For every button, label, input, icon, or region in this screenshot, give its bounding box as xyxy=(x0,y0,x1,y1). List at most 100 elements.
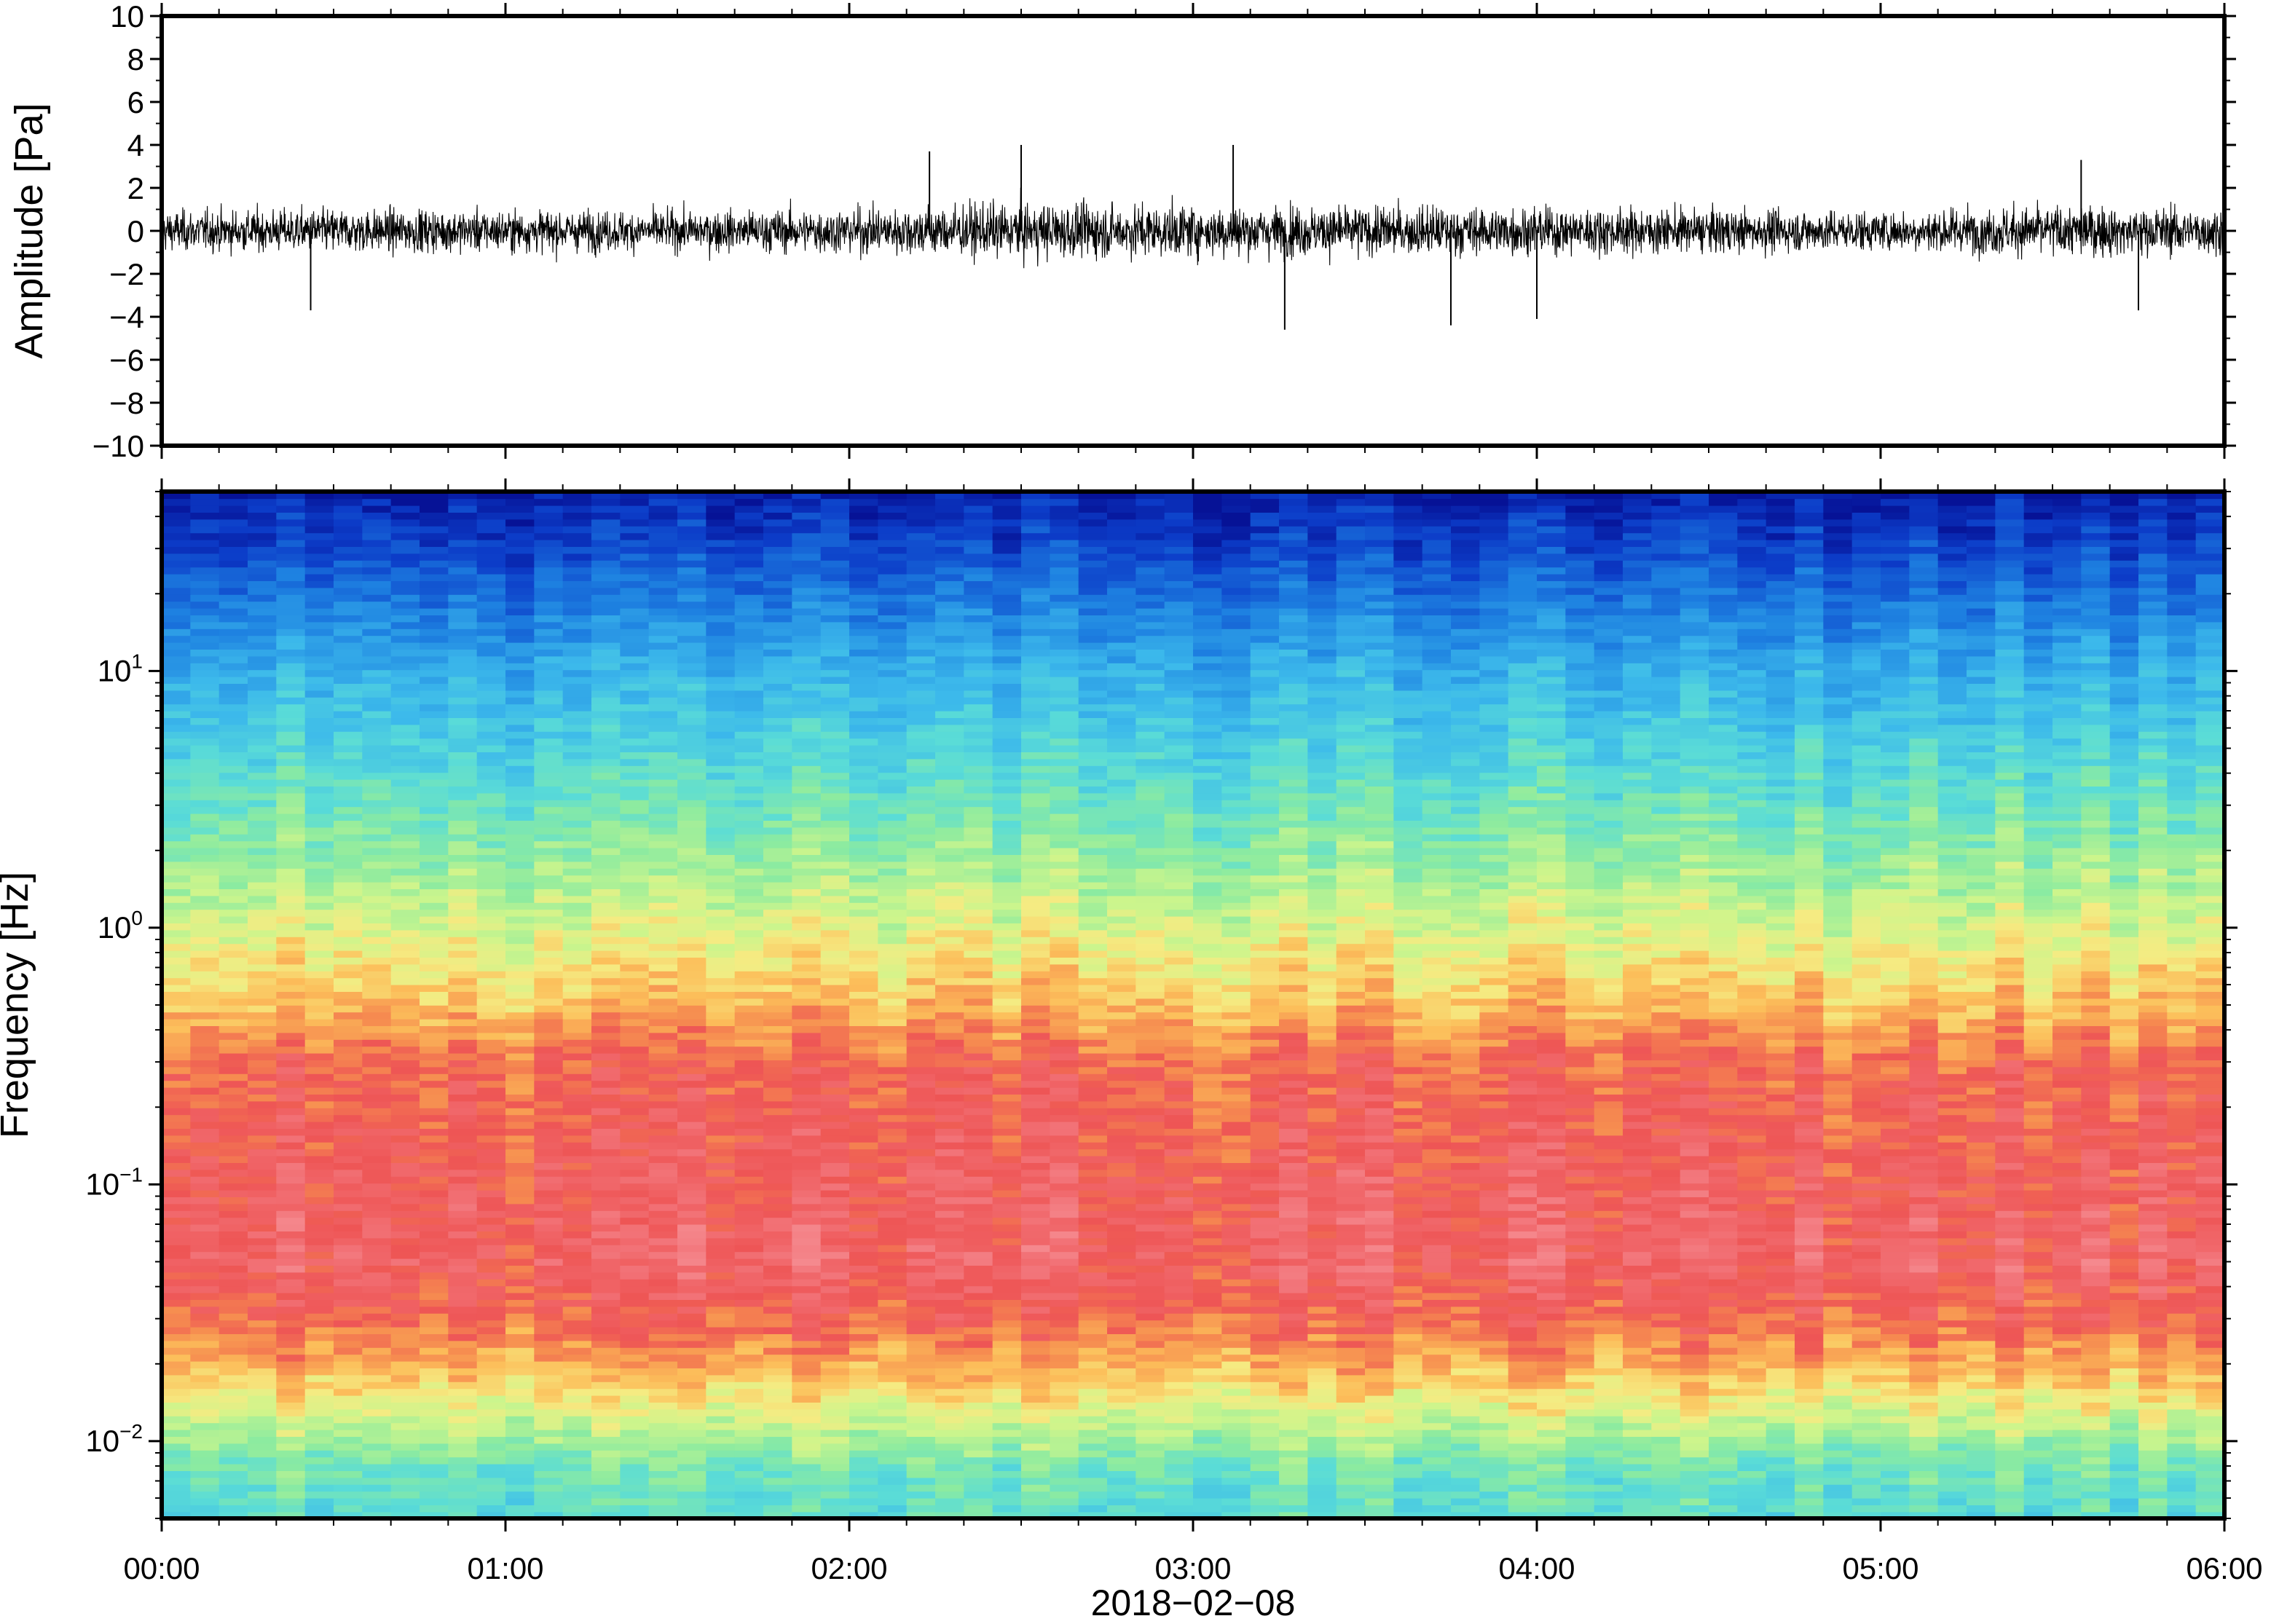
spectrogram-cell xyxy=(1508,1333,1538,1341)
spectrogram-cell xyxy=(792,1477,822,1485)
spectrogram-cell xyxy=(162,1402,192,1410)
spectrogram-cell xyxy=(620,1381,650,1390)
spectrogram-cell xyxy=(1250,1422,1280,1430)
spectrogram-cell xyxy=(1737,1073,1767,1081)
spectrogram-cell xyxy=(1881,1073,1910,1081)
spectrogram-cell xyxy=(1307,1189,1337,1197)
spectrogram-cell xyxy=(162,1223,192,1231)
spectrogram-cell xyxy=(849,1436,879,1444)
spectrogram-cell xyxy=(276,1148,306,1156)
spectrogram-cell xyxy=(534,1066,564,1074)
spectrogram-cell xyxy=(2109,1231,2139,1239)
spectrogram-cell xyxy=(2023,1333,2053,1341)
spectrogram-cell xyxy=(248,1360,278,1368)
spectrogram-cell xyxy=(1651,1422,1681,1430)
spectrogram-cell xyxy=(1078,1121,1108,1129)
spectrogram-cell xyxy=(1050,1491,1079,1499)
spectrogram-cell xyxy=(276,1265,306,1273)
spectrogram-cell xyxy=(1737,1087,1767,1095)
spectrogram-cell xyxy=(1393,1313,1423,1321)
spectrogram-cell xyxy=(2052,1354,2082,1362)
spectrogram-cell xyxy=(2081,1080,2111,1088)
spectrogram-cell xyxy=(1365,1354,1395,1362)
spectrogram-cell xyxy=(1221,1189,1251,1197)
spectrogram-cell xyxy=(276,1497,306,1505)
spectrogram-cell xyxy=(1479,1279,1509,1287)
spectrogram-cell xyxy=(1193,1258,1223,1266)
spectrogram-cell xyxy=(992,1135,1022,1143)
spectrogram-cell xyxy=(1565,1245,1595,1253)
spectrogram-cell xyxy=(1795,1251,1825,1259)
spectrogram-cell xyxy=(390,1052,420,1060)
spectrogram-cell xyxy=(2081,1408,2111,1416)
spectrogram-cell xyxy=(1164,1354,1194,1362)
spectrogram-cell xyxy=(448,1265,478,1273)
spectrogram-cell xyxy=(1279,1429,1309,1437)
spectrogram-cell xyxy=(1709,1511,1739,1518)
spectrogram-cell xyxy=(1336,1210,1366,1218)
spectrogram-cell xyxy=(906,1080,936,1088)
spectrogram-cell xyxy=(1078,1381,1108,1390)
spectrogram-cell xyxy=(2167,1470,2197,1478)
spectrogram-cell xyxy=(763,1292,793,1300)
spectrogram-cell xyxy=(190,1142,220,1150)
spectrogram-cell xyxy=(1221,1142,1251,1150)
spectrogram-cell xyxy=(1021,1121,1051,1129)
spectrogram-cell xyxy=(276,1340,306,1348)
spectrogram-cell xyxy=(1078,1416,1108,1424)
spectrogram-cell xyxy=(2138,1360,2168,1368)
spectrogram-cell xyxy=(2023,1340,2053,1348)
spectrogram-cell xyxy=(1851,1395,1881,1403)
spectrogram-cell xyxy=(334,1121,363,1129)
spectrogram-cell xyxy=(1193,1313,1223,1321)
spectrogram-cell xyxy=(1823,1169,1853,1177)
spectrogram-cell xyxy=(992,1203,1022,1211)
spectrogram-cell xyxy=(1795,1285,1825,1293)
spectrogram-cell xyxy=(792,1108,822,1116)
spectrogram-cell xyxy=(1823,1360,1853,1368)
spectrogram-cell xyxy=(420,1052,449,1060)
spectrogram-cell xyxy=(1565,1148,1595,1156)
spectrogram-cell xyxy=(792,1299,822,1307)
spectrogram-cell xyxy=(1565,1128,1595,1136)
spectrogram-cell xyxy=(1365,1395,1395,1403)
spectrogram-cell xyxy=(763,1477,793,1485)
spectrogram-cell xyxy=(878,1395,908,1403)
spectrogram-cell xyxy=(677,1470,707,1478)
spectrogram-cell xyxy=(1307,1491,1337,1499)
spectrogram-cell xyxy=(448,1121,478,1129)
spectrogram-cell xyxy=(1164,1299,1194,1307)
spectrogram-cell xyxy=(1823,1402,1853,1410)
spectrogram-cell xyxy=(1937,1354,1967,1362)
spectrogram-cell xyxy=(219,1320,248,1328)
spectrogram-cell xyxy=(1623,1320,1653,1328)
spectrogram-cell xyxy=(792,1279,822,1287)
spectrogram-cell xyxy=(190,1108,220,1116)
spectrogram-cell xyxy=(820,1094,850,1102)
spectrogram-cell xyxy=(1107,1368,1137,1376)
spectrogram-cell xyxy=(190,1299,220,1307)
spectrogram-cell xyxy=(248,1189,278,1197)
spectrogram-cell xyxy=(1680,1491,1709,1499)
spectrogram-cell xyxy=(1164,1087,1194,1095)
spectrogram-cell xyxy=(2195,1340,2224,1348)
spectrogram-cell xyxy=(248,1223,278,1231)
spectrogram-cell xyxy=(1193,1162,1223,1170)
spectrogram-cell xyxy=(2167,1340,2197,1348)
spectrogram-cell xyxy=(2023,1422,2053,1430)
spectrogram-cell xyxy=(2138,1155,2168,1163)
spectrogram-cell xyxy=(390,1497,420,1505)
spectrogram-cell xyxy=(1709,1408,1739,1416)
spectrogram-cell xyxy=(1651,1094,1681,1102)
spectrogram-cell xyxy=(1651,1484,1681,1492)
spectrogram-cell xyxy=(1565,1477,1595,1485)
spectrogram-cell xyxy=(534,1128,564,1136)
spectrogram-cell xyxy=(1737,1443,1767,1451)
spectrogram-cell xyxy=(1680,1100,1709,1108)
spectrogram-cell xyxy=(1680,1265,1709,1273)
spectrogram-cell xyxy=(1995,1162,2025,1170)
spectrogram-cell xyxy=(1107,1463,1137,1471)
spectrogram-cell xyxy=(1050,1128,1079,1136)
spectrogram-cell xyxy=(1221,1279,1251,1287)
spectrogram-cell xyxy=(1651,1292,1681,1300)
